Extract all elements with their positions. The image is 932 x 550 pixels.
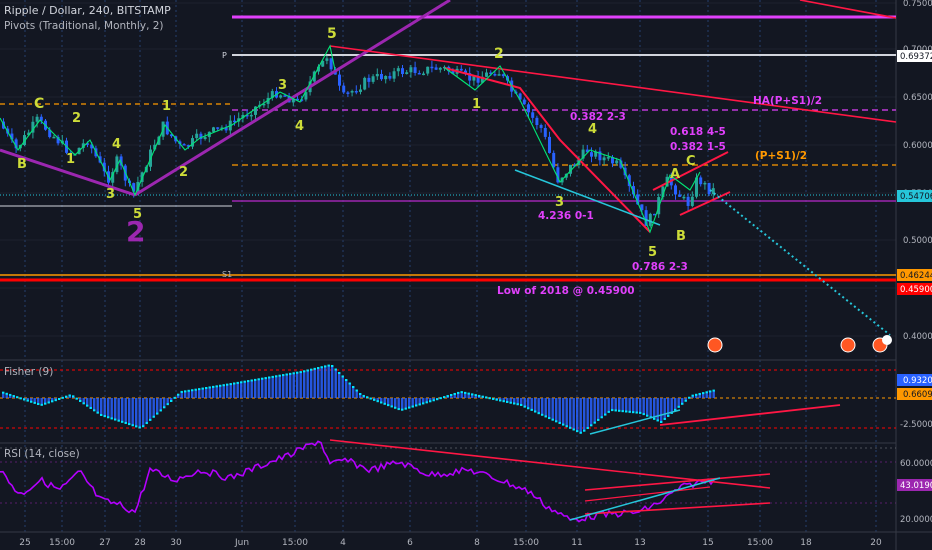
wave-b-left: B	[17, 157, 27, 172]
wave-5-top: 5	[327, 26, 337, 42]
rsi-line	[0, 440, 715, 523]
time-label: 8	[474, 538, 480, 548]
cyan-projection	[709, 189, 891, 336]
price-badge: 0.45900	[900, 285, 932, 295]
rsi-cyan-trend	[569, 477, 721, 521]
purple-channel-left	[0, 148, 136, 197]
pivots-legend[interactable]: Pivots (Traditional, Monthly, 2)	[4, 20, 164, 32]
cyan-support	[514, 169, 661, 226]
wave-5-down: 5	[648, 245, 657, 260]
wave-3-down: 3	[555, 195, 564, 210]
wave-1-down: 1	[472, 97, 481, 112]
ha-ps1-label: HA(P+S1)/2	[753, 95, 822, 107]
rsi-level-1: 60.0000	[900, 459, 932, 469]
event-markers[interactable]	[707, 335, 892, 353]
time-label: 30	[170, 538, 182, 548]
wave-1-left: 1	[66, 152, 75, 167]
symbol-legend[interactable]: Ripple / Dollar, 240, BITSTAMP	[4, 4, 171, 17]
horizontal-grid	[0, 2, 896, 337]
red-wave-down	[444, 67, 651, 233]
price-badge: 0.46244	[900, 271, 932, 281]
time-label: 18	[800, 538, 812, 548]
time-label: 15:00	[282, 538, 308, 548]
wave-3-mid: 3	[278, 78, 287, 93]
fisher-level-2: 0.6609	[903, 390, 932, 400]
time-label: Jun	[234, 538, 249, 548]
fisher-axis: 0.9320 0.6609 -2.5000	[897, 374, 932, 430]
red-flag-lower	[679, 191, 731, 216]
red-topright	[799, 0, 897, 19]
time-label: 15:00	[49, 538, 75, 548]
time-label: 15	[702, 538, 713, 548]
price-badge: 0.69372	[900, 52, 932, 62]
rsi-red-lower	[584, 502, 771, 515]
fib-0786-2-3: 0.786 2-3	[632, 261, 688, 273]
fisher-cyan-trend	[589, 409, 681, 435]
fisher-histogram	[2, 364, 715, 434]
fib-0382-2-3: 0.382 2-3	[570, 111, 626, 123]
rsi-axis: 60.0000 43.0190 20.0000	[897, 459, 932, 525]
red-downtrend-top	[329, 45, 897, 123]
wave-b: B	[676, 229, 686, 244]
time-label: 15:00	[747, 538, 773, 548]
fisher-level-3: -2.5000	[900, 420, 932, 430]
wave-2-mid: 2	[179, 165, 188, 180]
wave-4-down: 4	[588, 122, 597, 137]
wave-1-mid: 1	[162, 99, 171, 114]
wave-c-left: C	[34, 96, 44, 112]
wave-2-left: 2	[72, 111, 81, 126]
rsi-legend[interactable]: RSI (14, close)	[4, 448, 80, 460]
price-badge: 0.54706	[900, 192, 932, 202]
rsi-level-3: 20.0000	[900, 515, 932, 525]
rsi-level-2: 43.0190	[900, 481, 932, 491]
time-label: 28	[134, 538, 146, 548]
big-wave-two: 2	[126, 215, 145, 248]
low-2018-label: Low of 2018 @ 0.45900	[497, 285, 635, 297]
ps1-label: (P+S1)/2	[755, 150, 807, 162]
time-label: 27	[99, 538, 110, 548]
time-label: 20	[870, 538, 882, 548]
time-label: 11	[571, 538, 582, 548]
time-label: 4	[340, 538, 346, 548]
wave-a: A	[670, 167, 680, 182]
time-label: 6	[407, 538, 413, 548]
pivot-p-label: P	[222, 51, 227, 60]
price-badges: 0.69372 0.54706 0.46244 0.45900	[897, 50, 932, 295]
green-wave-left	[0, 44, 336, 197]
trend-lines	[0, 0, 897, 336]
time-label: 15:00	[513, 538, 539, 548]
fisher-red-trend	[659, 404, 841, 426]
fib-0382-1-5: 0.382 1-5	[670, 141, 726, 153]
fib-4236-0-1: 4.236 0-1	[538, 210, 594, 222]
rsi-red-upper	[584, 473, 771, 491]
time-label: 13	[634, 538, 645, 548]
fisher-level-1: 0.9320	[903, 376, 932, 386]
wave-3-left: 3	[106, 187, 115, 202]
wave-2-top: 2	[494, 46, 504, 62]
rsi-red-mid	[584, 486, 711, 502]
fisher-legend[interactable]: Fisher (9)	[4, 366, 54, 378]
wave-5-left: 5	[133, 207, 142, 222]
time-label: 25	[19, 538, 30, 548]
wave-c: C	[686, 154, 696, 169]
time-axis[interactable]: 25 15:00 27 28 30 Jun 15:00 4 6 8 15:00 11 13 15 15:00…	[19, 538, 882, 548]
red-flag-upper	[652, 151, 729, 191]
pivot-s1-label: S1	[222, 270, 232, 279]
vertical-grid	[24, 0, 877, 532]
fib-0618-4-5: 0.618 4-5	[670, 126, 726, 138]
purple-trend-up	[134, 0, 451, 197]
wave-4-left: 4	[112, 137, 121, 152]
wave-4-mid: 4	[295, 119, 304, 134]
green-wave-down	[444, 65, 701, 234]
